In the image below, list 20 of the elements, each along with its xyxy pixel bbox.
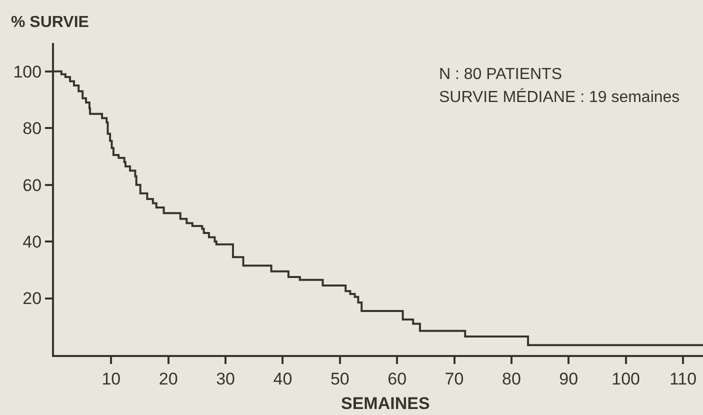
x-tick-label: 30 (216, 369, 235, 388)
y-tick-label: 80 (22, 119, 42, 138)
x-tick-label: 90 (559, 369, 578, 388)
y-tick-label: 20 (22, 289, 42, 308)
x-tick-label: 40 (273, 369, 292, 388)
x-tick-label: 70 (444, 369, 464, 388)
y-tick-label: 100 (13, 62, 42, 82)
y-tick-label: 40 (22, 232, 42, 252)
x-tick-label: 110 (669, 369, 697, 388)
y-axis-title: % SURVIE (11, 14, 90, 31)
x-tick-label: 100 (612, 369, 640, 388)
x-tick-label: 50 (330, 369, 350, 388)
x-tick-label: 60 (388, 369, 407, 388)
x-tick-label: 20 (158, 369, 178, 388)
annotation: N : 80 PATIENTS (439, 66, 562, 83)
x-axis-title: SEMAINES (341, 394, 430, 413)
annotation: SURVIE MÉDIANE : 19 semaines (439, 88, 680, 106)
y-tick-label: 60 (22, 176, 42, 195)
x-tick-label: 10 (102, 369, 121, 388)
x-tick-label: 80 (502, 369, 521, 388)
